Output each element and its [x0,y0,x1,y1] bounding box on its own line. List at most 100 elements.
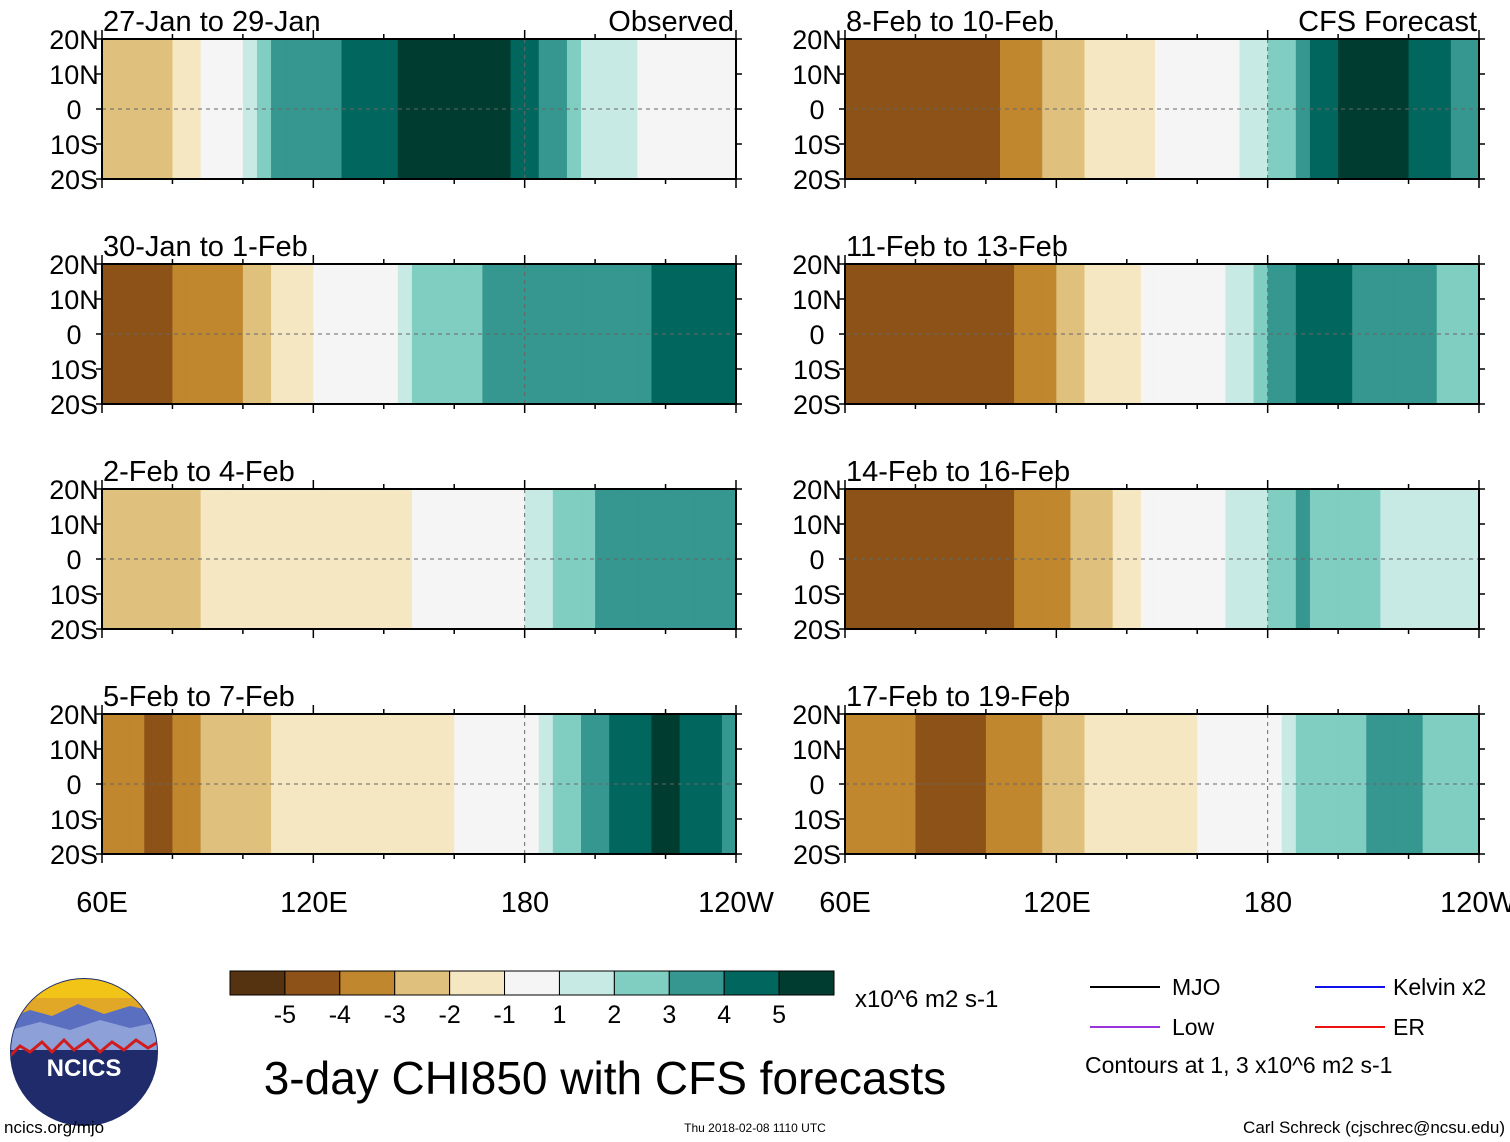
anomaly-cell [341,714,357,854]
anomaly-cell [595,39,610,179]
anomaly-cell [397,39,413,179]
anomaly-cell [158,489,174,629]
y-tick-label: 0 [809,95,824,125]
anomaly-cell [397,264,413,404]
anomaly-cell [285,489,300,629]
anomaly-cell [1028,714,1043,854]
anomaly-cell [1338,39,1353,179]
y-tick-label: 20S [793,615,841,645]
y-tick-label: 20N [792,25,842,55]
anomaly-cell [102,264,117,404]
anomaly-cell [1211,489,1226,629]
panel-title: 2-Feb to 4-Feb [103,456,295,488]
anomaly-cell [859,489,874,629]
anomaly-cell [1450,264,1466,404]
anomaly-cell [341,489,357,629]
anomaly-cell [901,264,917,404]
anomaly-cell [411,489,427,629]
y-tick-label: 10S [793,355,841,385]
anomaly-cell [468,39,483,179]
anomaly-cell [1253,264,1269,404]
anomaly-cell [1042,39,1057,179]
anomaly-cell [1324,39,1339,179]
colorbar-tick-label: -3 [384,1001,406,1029]
map-panel: 20N 10N 0 10S 20S 17-Feb to 19-Feb [792,681,1485,870]
anomaly-cell [411,264,427,404]
anomaly-cell [228,489,244,629]
anomaly-cell [901,489,917,629]
colorbar-swatch [778,970,835,996]
anomaly-cell [102,489,117,629]
anomaly-cell [915,39,931,179]
legend-label-er: ER [1393,1014,1425,1040]
anomaly-cell [859,714,874,854]
anomaly-cell [1084,39,1100,179]
anomaly-cell [901,714,917,854]
anomaly-cell [1253,489,1269,629]
anomaly-cell [1338,489,1353,629]
legend: MJO Kelvin x2 Low ER Contours at 1, 3 x1… [1085,974,1486,1078]
anomaly-cell [411,714,427,854]
anomaly-cell [1042,714,1057,854]
panel-title: 30-Jan to 1-Feb [103,231,308,263]
y-tick-label: 20S [793,165,841,195]
y-tick-label: 10S [793,580,841,610]
y-tick-label: 10N [792,60,842,90]
anomaly-cell [595,714,610,854]
y-tick-label: 20S [793,840,841,870]
anomaly-cell [538,264,554,404]
anomaly-cell [1281,714,1297,854]
anomaly-cell [454,489,469,629]
anomaly-cell [1211,39,1226,179]
anomaly-cell [651,714,667,854]
anomaly-cell [524,39,540,179]
x-tick-label: 120W [698,887,774,919]
colorbar-swatch [504,970,560,996]
anomaly-cell [1338,714,1353,854]
y-tick-label: 20S [50,165,98,195]
colorbar-tick-label: 2 [607,1001,621,1029]
logo-text: NCICS [47,1055,122,1082]
anomaly-cell [985,264,1001,404]
panel-title: 14-Feb to 16-Feb [846,456,1070,488]
anomaly-cell [693,264,709,404]
anomaly-cell [538,714,554,854]
anomaly-cell [1140,714,1156,854]
anomaly-cell [228,39,244,179]
anomaly-cell [707,489,723,629]
ncics-logo[interactable]: NCICS [10,978,158,1130]
colorbar-swatch [339,970,396,996]
colorbar-tick-label: -1 [493,1001,515,1029]
anomaly-cell [971,264,987,404]
map-panel: 20N 10N 0 10S 20S 11-Feb to 13-Feb [792,231,1485,420]
anomaly-cell [355,264,371,404]
y-tick-label: 10S [50,355,98,385]
x-tick-label: 60E [76,887,128,919]
colorbar-swatch [229,970,286,996]
colorbar-tick-label: 1 [553,1001,567,1029]
anomaly-cell [172,39,188,179]
anomaly-cell [971,489,987,629]
anomaly-cell [1154,264,1170,404]
anomaly-cell [1394,489,1410,629]
y-tick-label: 20S [50,840,98,870]
anomaly-cell [1436,39,1452,179]
anomaly-cell [915,714,931,854]
y-tick-label: 10N [49,735,99,765]
anomaly-cell [693,39,709,179]
anomaly-cell [1267,39,1283,179]
y-tick-label: 10N [49,60,99,90]
y-tick-label: 20N [49,475,99,505]
anomaly-cell [859,264,874,404]
colorbar-swatch [394,970,451,996]
anomaly-cell [1380,264,1396,404]
anomaly-cell [1324,714,1339,854]
anomaly-cell [1197,264,1212,404]
anomaly-cell [102,714,117,854]
y-tick-label: 10N [792,285,842,315]
anomaly-cell [1028,264,1043,404]
footer-url[interactable]: ncics.org/mjo [4,1118,104,1137]
x-tick-label: 180 [501,887,549,919]
anomaly-cell [1253,39,1269,179]
